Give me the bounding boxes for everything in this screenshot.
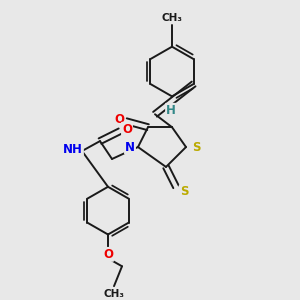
Text: S: S — [192, 141, 200, 154]
Text: CH₃: CH₃ — [103, 289, 124, 299]
Text: S: S — [180, 185, 188, 198]
Text: O: O — [103, 248, 113, 261]
Text: H: H — [166, 104, 176, 117]
Text: O: O — [122, 123, 132, 136]
Text: N: N — [125, 141, 135, 154]
Text: NH: NH — [63, 142, 83, 155]
Text: O: O — [114, 113, 124, 126]
Text: CH₃: CH₃ — [161, 13, 182, 23]
